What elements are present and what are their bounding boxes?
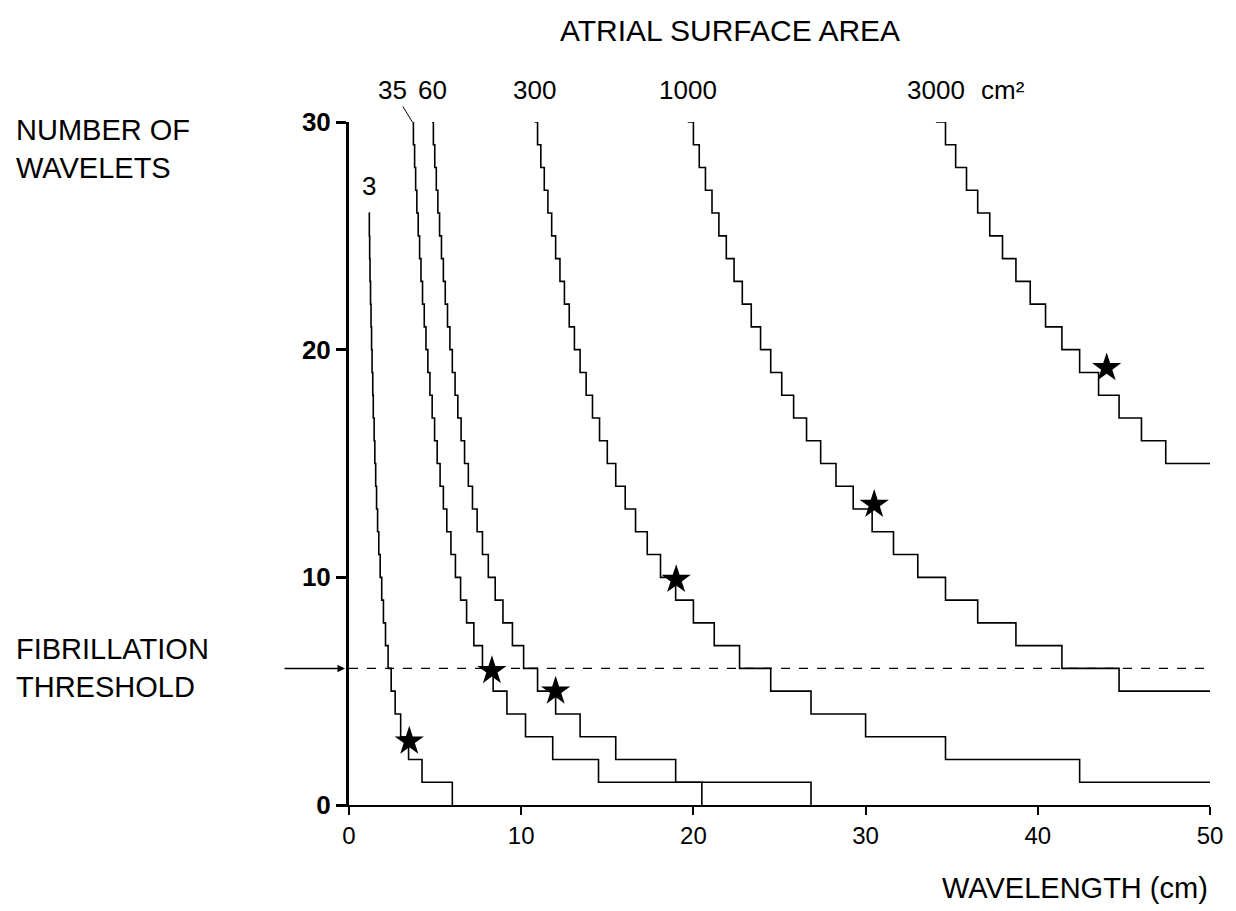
svg-text:300: 300 [513, 75, 556, 105]
svg-text:50: 50 [1197, 822, 1224, 849]
svg-text:ATRIAL SURFACE AREA: ATRIAL SURFACE AREA [560, 14, 900, 47]
svg-text:30: 30 [302, 107, 331, 137]
svg-text:3000: 3000 [907, 75, 965, 105]
svg-text:10: 10 [302, 562, 331, 592]
svg-text:40: 40 [1024, 822, 1051, 849]
svg-text:0: 0 [342, 822, 355, 849]
svg-text:0: 0 [316, 790, 330, 820]
svg-text:35: 35 [378, 75, 407, 105]
svg-text:3: 3 [362, 171, 376, 201]
svg-text:20: 20 [302, 335, 331, 365]
svg-text:20: 20 [680, 822, 707, 849]
svg-text:WAVELENGTH (cm): WAVELENGTH (cm) [942, 872, 1208, 904]
svg-text:60: 60 [418, 75, 447, 105]
svg-text:NUMBER OFWAVELETS: NUMBER OFWAVELETS [16, 114, 190, 184]
svg-text:FIBRILLATIONTHRESHOLD: FIBRILLATIONTHRESHOLD [16, 633, 209, 703]
svg-text:30: 30 [852, 822, 879, 849]
svg-text:10: 10 [508, 822, 535, 849]
svg-text:cm²: cm² [981, 75, 1025, 105]
svg-text:1000: 1000 [659, 75, 717, 105]
